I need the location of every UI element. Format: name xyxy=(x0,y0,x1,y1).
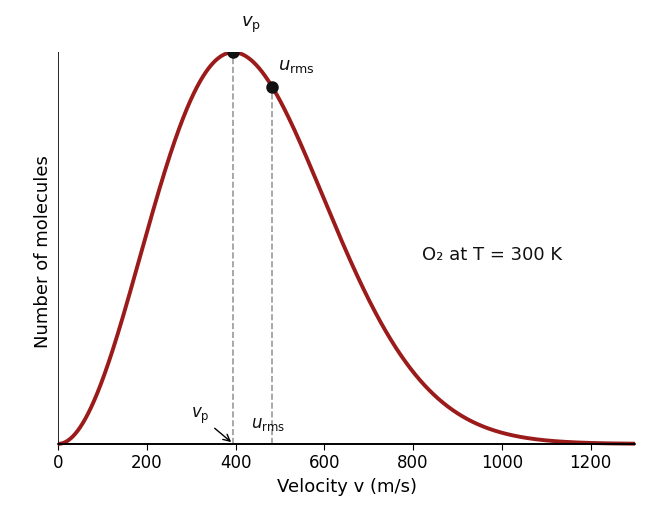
X-axis label: Velocity v (m/s): Velocity v (m/s) xyxy=(276,478,417,496)
Y-axis label: Number of molecules: Number of molecules xyxy=(34,155,53,349)
Text: $v_\mathrm{p}$: $v_\mathrm{p}$ xyxy=(241,15,261,35)
Text: $u_\mathrm{rms}$: $u_\mathrm{rms}$ xyxy=(278,57,315,75)
Text: O₂ at T = 300 K: O₂ at T = 300 K xyxy=(422,246,562,264)
Text: $u_\mathrm{rms}$: $u_\mathrm{rms}$ xyxy=(251,415,285,433)
Text: $v_\mathrm{p}$: $v_\mathrm{p}$ xyxy=(191,406,230,441)
